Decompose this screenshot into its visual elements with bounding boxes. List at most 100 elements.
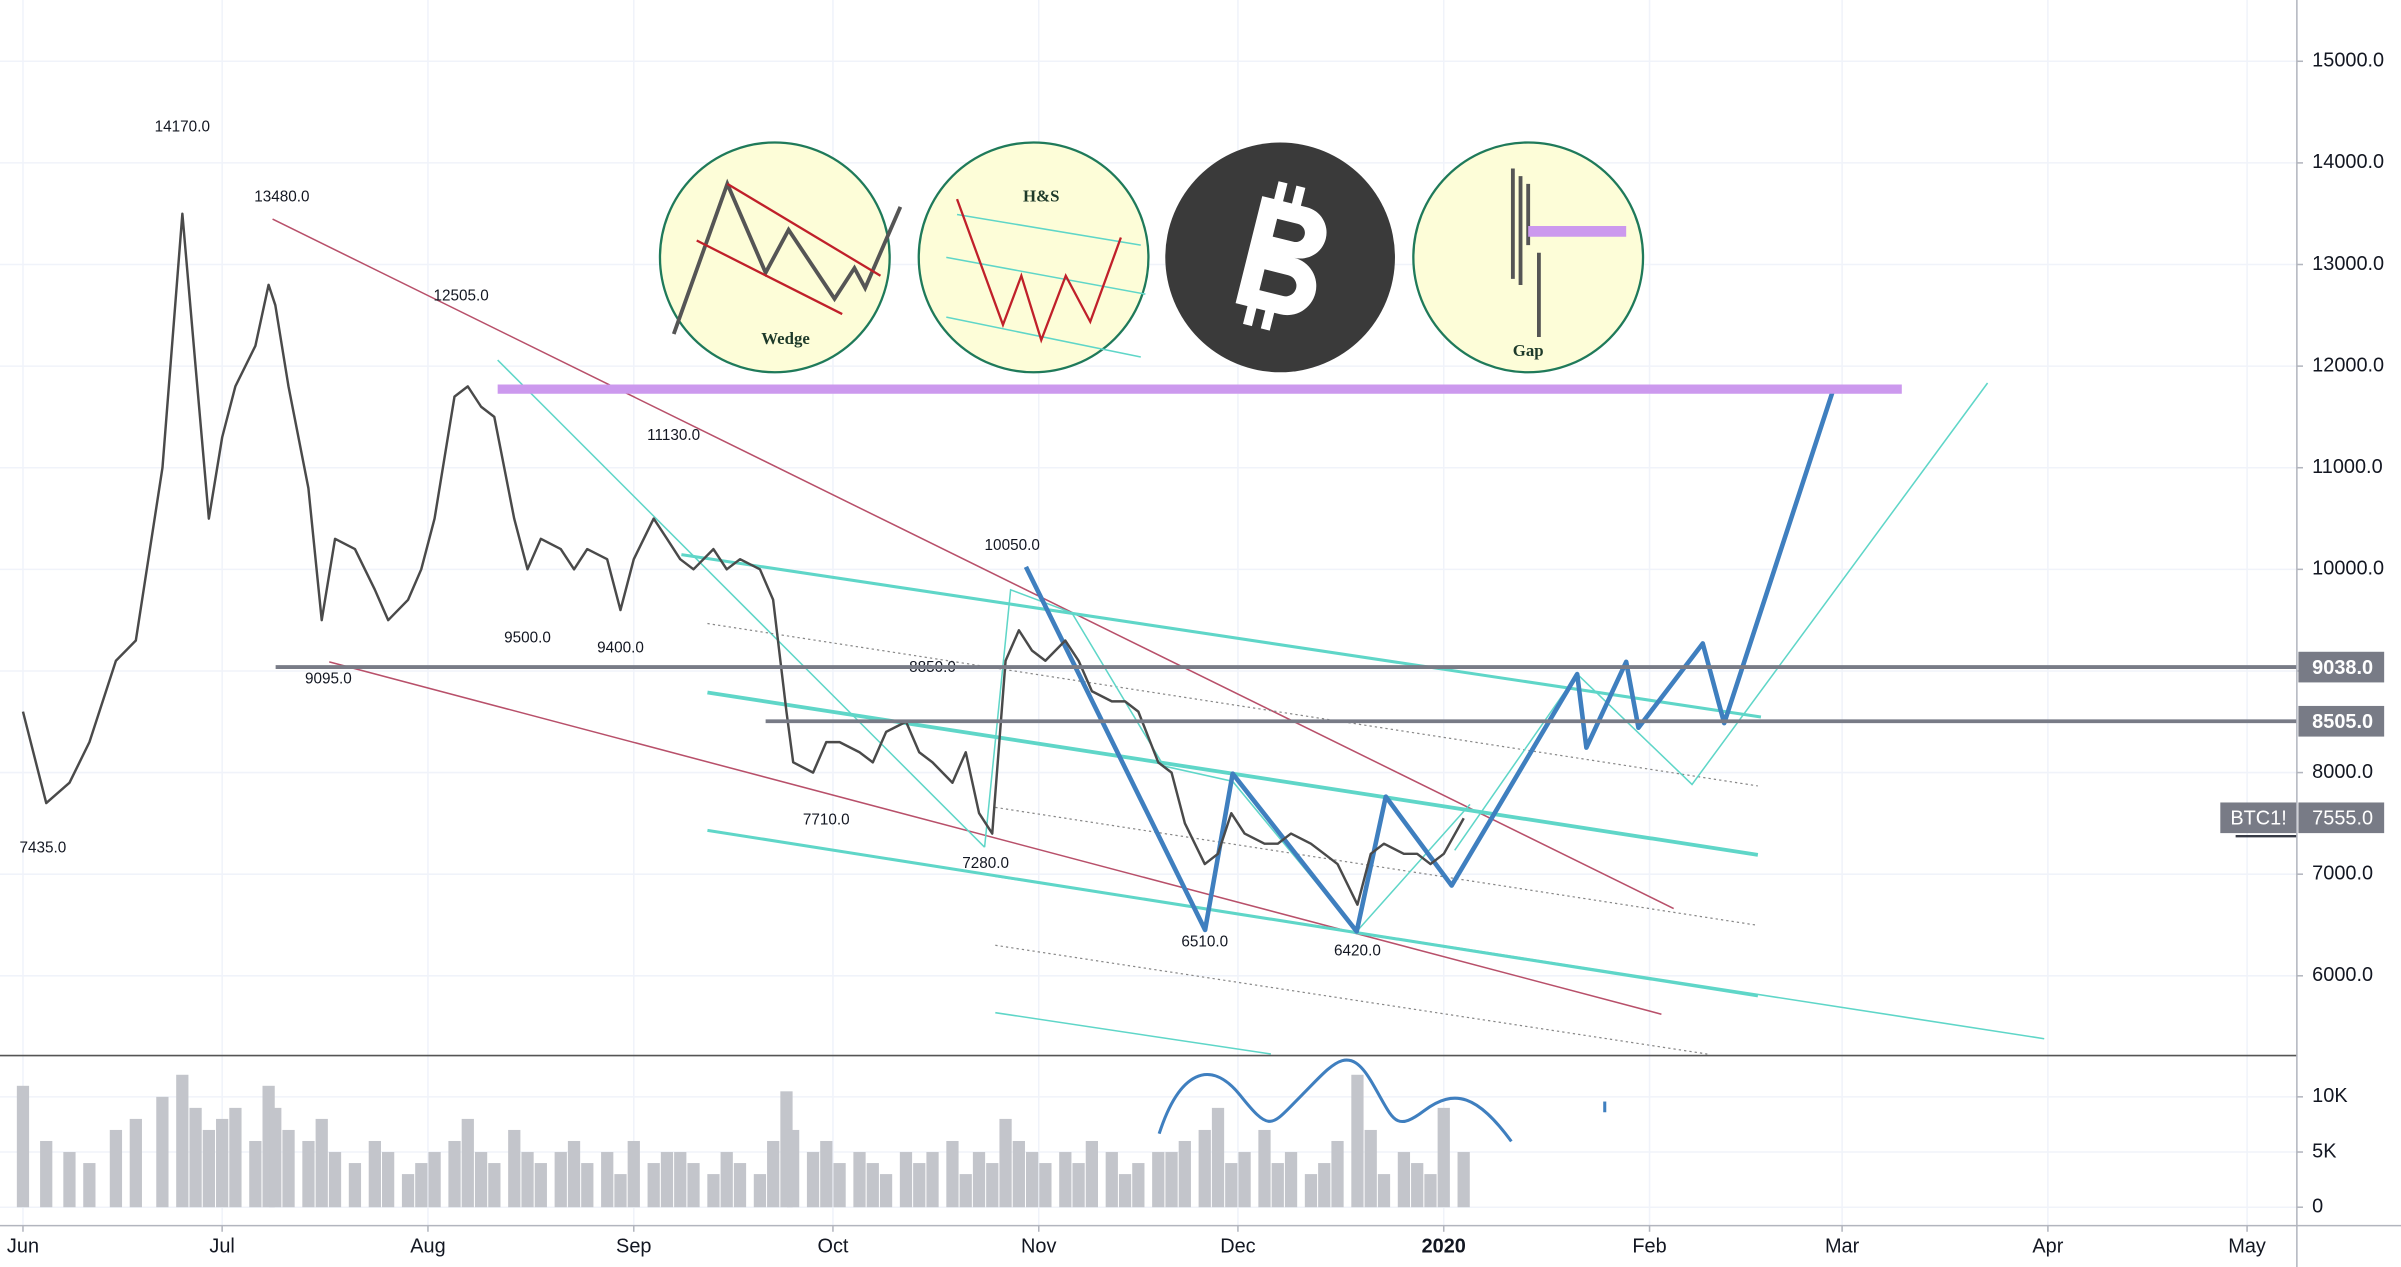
oscillator-curve [1157, 1058, 1513, 1143]
volume-bar [282, 1129, 295, 1208]
y-tick-label: 10000.0 [2312, 558, 2384, 580]
projection-line [1454, 382, 1989, 851]
x-tick-label: Sep [616, 1235, 651, 1257]
channel-line [995, 1011, 1272, 1055]
volume-bar [820, 1140, 833, 1208]
volume-bar [1085, 1140, 1098, 1208]
level-tag [2298, 651, 2385, 683]
volume-bar [720, 1152, 733, 1208]
price-annotation: 14170.0 [155, 118, 210, 135]
volume-bar [448, 1140, 461, 1208]
symbol-tag [2220, 802, 2297, 834]
icon-shape [671, 178, 903, 335]
volume-bar [581, 1163, 594, 1208]
volume-bar [1025, 1152, 1039, 1208]
y-tick-label: 13000.0 [2312, 253, 2384, 275]
x-tick-label: Jul [209, 1235, 234, 1257]
volume-bar [1424, 1174, 1437, 1208]
volume-bar [176, 1074, 189, 1208]
volume-bar [833, 1163, 846, 1208]
dotted-line [995, 944, 1708, 1055]
volume-bar [1118, 1174, 1132, 1208]
level-label: 8505.0 [2312, 711, 2373, 733]
volume-bar [1012, 1140, 1025, 1208]
price-annotation: 7710.0 [803, 811, 850, 828]
x-tick-label: 2020 [1422, 1235, 1466, 1257]
trend-line [329, 661, 1662, 1015]
volume-bar [660, 1152, 674, 1208]
volume-bar [415, 1163, 428, 1208]
volume-bar [1152, 1152, 1165, 1208]
volume-bar [866, 1163, 879, 1208]
icon-shape [726, 182, 882, 277]
volume-bar [1178, 1140, 1191, 1208]
volume-bar [614, 1174, 627, 1208]
level-label: 9038.0 [2312, 657, 2373, 679]
channel-line [995, 875, 2045, 1040]
volume-bar [1258, 1129, 1271, 1208]
volume-bar [1238, 1152, 1251, 1208]
icon-label: Gap [1513, 341, 1544, 360]
price-annotation: 7280.0 [962, 855, 1009, 872]
volume-bar [1284, 1152, 1298, 1208]
volume-bar [488, 1163, 501, 1208]
projection-path [1023, 385, 1837, 934]
volume-bar [1225, 1163, 1238, 1208]
volume-bar [959, 1174, 972, 1208]
level-tag [2298, 705, 2385, 737]
volume-bar [156, 1096, 169, 1208]
price-annotation: 6420.0 [1334, 943, 1381, 960]
volume-bar [986, 1163, 999, 1208]
volume-bar [521, 1152, 534, 1208]
volume-bar [946, 1140, 959, 1208]
icon-shape [956, 213, 1141, 246]
volume-bar [707, 1174, 720, 1208]
volume-bar [109, 1129, 123, 1208]
wedge-line [983, 588, 1471, 933]
volume-bar [348, 1163, 362, 1208]
icon-label: H&S [1023, 186, 1059, 205]
symbol-label: BTC1! [2230, 808, 2286, 830]
volume-bar [767, 1140, 780, 1208]
volume-bar [428, 1152, 441, 1208]
x-tick-label: Oct [817, 1235, 848, 1257]
bitcoin-logo [1235, 181, 1327, 331]
y2-tick-label: 0 [2312, 1195, 2323, 1217]
y-tick-label: 8000.0 [2312, 761, 2373, 783]
x-tick-label: Aug [410, 1235, 445, 1257]
volume-bar [401, 1174, 415, 1208]
x-tick-label: Nov [1021, 1235, 1056, 1257]
y2-tick-label: 10K [2312, 1085, 2348, 1107]
trend-line [272, 218, 1674, 910]
x-tick-label: Jun [7, 1235, 39, 1257]
last-price-label: 7555.0 [2312, 808, 2373, 830]
volume-bar [461, 1118, 474, 1208]
volume-bar [1039, 1163, 1052, 1208]
channel-line [681, 553, 1762, 719]
volume-bar [202, 1129, 215, 1208]
volume-bar [474, 1152, 488, 1208]
volume-bar [1105, 1152, 1118, 1208]
volume-bar [687, 1163, 700, 1208]
volume-bar [1411, 1163, 1424, 1208]
volume-bar [1304, 1174, 1318, 1208]
price-annotation: 6510.0 [1181, 933, 1228, 950]
volume-bar [16, 1085, 30, 1208]
volume-bar [302, 1140, 315, 1208]
last-price-tag [2298, 802, 2385, 834]
volume-bar [999, 1118, 1012, 1208]
x-tick-label: Mar [1825, 1235, 1860, 1257]
icon-circle [1412, 141, 1645, 374]
volume-bar [1271, 1163, 1284, 1208]
volume-bar [806, 1152, 820, 1208]
volume-bar [753, 1174, 767, 1208]
volume-bar [1437, 1107, 1450, 1208]
volume-bar [328, 1152, 342, 1208]
price-annotation: 13480.0 [254, 188, 309, 205]
icon-label: Wedge [761, 329, 810, 348]
volume-bar [40, 1140, 53, 1208]
y-tick-label: 14000.0 [2312, 151, 2384, 173]
price-annotation: 9500.0 [504, 630, 551, 647]
volume-bar [381, 1152, 395, 1208]
volume-bar [129, 1118, 142, 1208]
